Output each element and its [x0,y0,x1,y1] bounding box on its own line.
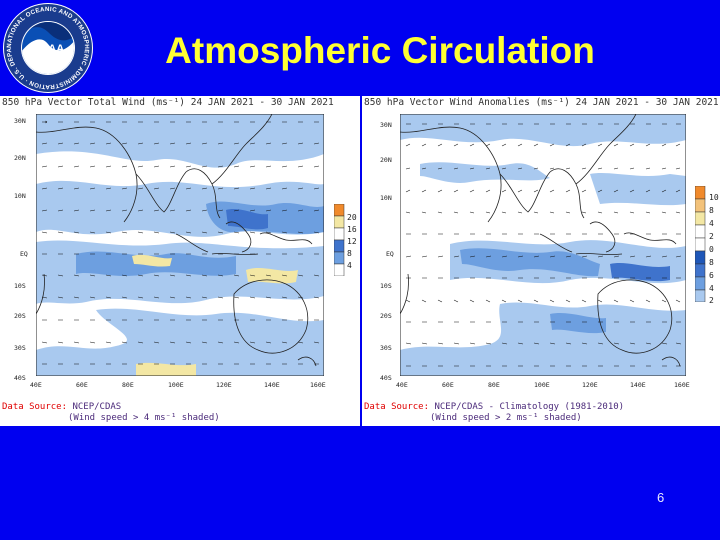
colorbar-label: 4 [709,284,714,293]
lat-label: EQ [20,250,28,258]
anomaly-colorbar [695,186,706,302]
shading-note: (Wind speed > 4 ms⁻¹ shaded) [68,413,220,423]
lat-label: 30N [380,121,392,129]
lat-label: 10N [14,192,26,200]
panel-title: 850 hPa Vector Total Wind (ms⁻¹) 24 JAN … [2,97,334,108]
lat-label: 20S [14,312,26,320]
lon-label: 100E [168,381,184,389]
lat-label: 20N [380,156,392,164]
lat-label: 40S [380,374,392,382]
colorbar-label: 0 [709,245,714,254]
data-source-label: Data Source: [364,402,430,412]
lon-label: 160E [674,381,690,389]
lat-label: EQ [386,250,394,258]
colorbar-label: 8 [347,249,352,258]
lat-label: 20N [14,154,26,162]
colorbar-label: 12 [347,237,357,246]
lon-label: 120E [216,381,232,389]
shading-note: (Wind speed > 2 ms⁻¹ shaded) [430,413,582,423]
page-number: 6 [657,490,665,505]
data-source-text: NCEP/CDAS [72,402,122,412]
lon-label: 140E [264,381,280,389]
colorbar-label: 4 [347,261,352,270]
total-wind-map [36,114,324,376]
lon-label: 60E [76,381,88,389]
data-source-line: Data Source: NCEP/CDAS - Climatology (19… [364,402,624,412]
colorbar-label: 2 [709,232,714,241]
lat-label: 40S [14,374,26,382]
colorbar-label: 2 [709,296,714,305]
panel-title: 850 hPa Vector Wind Anomalies (ms⁻¹) 24 … [364,97,719,108]
data-source-line: Data Source: NCEP/CDAS [2,402,121,412]
colorbar-label: 16 [347,225,357,234]
lon-label: 60E [442,381,454,389]
lat-label: 10S [380,282,392,290]
lat-label: 10S [14,282,26,290]
lon-label: 80E [122,381,134,389]
lon-label: 140E [630,381,646,389]
data-source-text: NCEP/CDAS - Climatology (1981-2010) [434,402,625,412]
lon-label: 40E [30,381,42,389]
total-wind-panel: 850 hPa Vector Total Wind (ms⁻¹) 24 JAN … [0,96,360,426]
wind-anomaly-panel: 850 hPa Vector Wind Anomalies (ms⁻¹) 24 … [362,96,720,426]
lat-label: 30S [14,344,26,352]
shading-note-text: (Wind speed > 2 ms⁻¹ shaded) [430,413,582,423]
logo-center-text: NOAA [32,43,64,55]
lat-label: 10N [380,194,392,202]
data-source-label: Data Source: [2,402,68,412]
colorbar-label: 6 [709,271,714,280]
colorbar-label: 4 [709,219,714,228]
total-wind-colorbar [334,204,345,276]
lon-label: 100E [534,381,550,389]
noaa-logo: NATIONAL OCEANIC AND ATMOSPHERIC ADMINIS… [2,2,93,93]
lat-label: 30S [380,344,392,352]
lon-label: 160E [310,381,326,389]
lon-label: 120E [582,381,598,389]
lon-label: 40E [396,381,408,389]
lat-label: 20S [380,312,392,320]
shading-note-text: (Wind speed > 4 ms⁻¹ shaded) [68,413,220,423]
colorbar-label: 8 [709,258,714,267]
lon-label: 80E [488,381,500,389]
slide-title: Atmospheric Circulation [165,30,595,71]
wind-anomaly-map [400,114,686,376]
colorbar-label: 8 [709,206,714,215]
lat-label: 30N [14,117,26,125]
colorbar-label: 10 [709,193,719,202]
colorbar-label: 20 [347,213,357,222]
